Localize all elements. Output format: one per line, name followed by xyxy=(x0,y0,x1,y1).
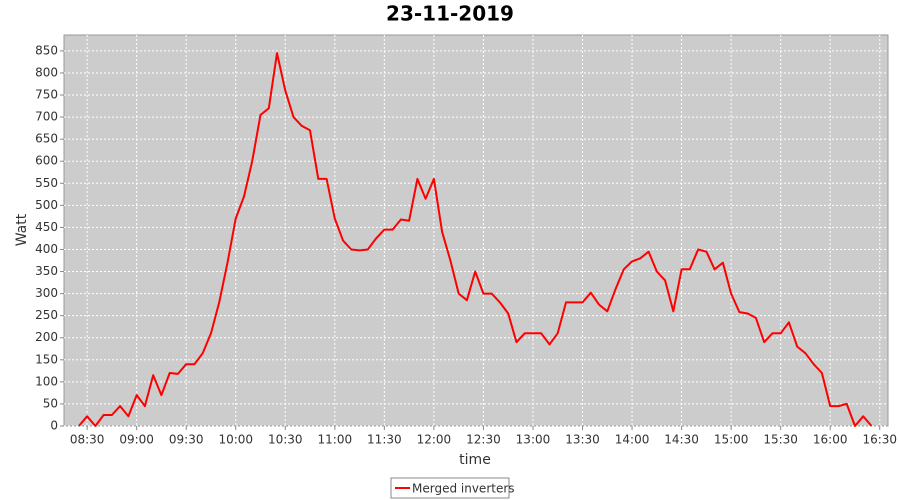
y-tick-label: 300 xyxy=(35,286,58,300)
x-tick-label: 15:00 xyxy=(714,433,749,447)
y-tick-label: 150 xyxy=(35,352,58,366)
y-tick-label: 500 xyxy=(35,198,58,212)
y-tick-label: 400 xyxy=(35,242,58,256)
legend-label: Merged inverters xyxy=(412,482,515,496)
x-tick-label: 14:00 xyxy=(615,433,650,447)
x-axis-label: time xyxy=(459,452,491,468)
y-tick-label: 450 xyxy=(35,220,58,234)
x-tick-label: 12:00 xyxy=(417,433,452,447)
y-tick-label: 550 xyxy=(35,176,58,190)
y-tick-label: 200 xyxy=(35,330,58,344)
x-tick-label: 09:30 xyxy=(169,433,204,447)
legend: Merged inverters xyxy=(390,477,515,499)
y-tick-label: 350 xyxy=(35,264,58,278)
legend-box xyxy=(390,477,510,499)
x-tick-label: 16:00 xyxy=(813,433,848,447)
x-tick-label: 08:30 xyxy=(70,433,105,447)
chart-title: 23-11-2019 xyxy=(386,2,514,26)
x-tick-label: 13:00 xyxy=(516,433,551,447)
x-tick-label: 14:30 xyxy=(664,433,699,447)
x-tick-label: 13:30 xyxy=(565,433,600,447)
y-tick-label: 250 xyxy=(35,308,58,322)
y-tick-label: 0 xyxy=(50,419,58,433)
x-tick-label: 10:30 xyxy=(268,433,303,447)
y-tick-label: 800 xyxy=(35,65,58,79)
x-tick-label: 12:30 xyxy=(466,433,501,447)
y-tick-label: 850 xyxy=(35,43,58,57)
y-tick-label: 600 xyxy=(35,154,58,168)
y-tick-label: 100 xyxy=(35,374,58,388)
x-tick-label: 09:00 xyxy=(119,433,154,447)
x-tick-label: 15:30 xyxy=(763,433,798,447)
x-tick-label: 16:30 xyxy=(862,433,897,447)
x-tick-label: 11:30 xyxy=(367,433,402,447)
plot-area xyxy=(63,34,889,427)
x-tick-label: 10:00 xyxy=(218,433,253,447)
series-line xyxy=(78,52,873,427)
y-tick-label: 50 xyxy=(43,396,58,410)
y-tick-label: 700 xyxy=(35,110,58,124)
x-tick-label: 11:00 xyxy=(318,433,353,447)
y-tick-label: 650 xyxy=(35,132,58,146)
y-axis-label: Watt xyxy=(14,213,30,246)
y-tick-label: 750 xyxy=(35,88,58,102)
